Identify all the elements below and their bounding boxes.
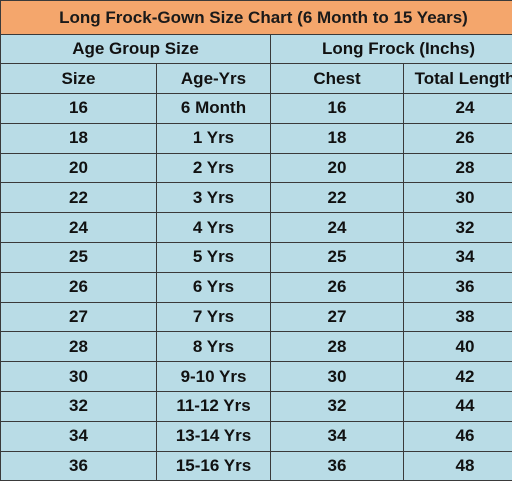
cell-length: 34 [403,241,512,273]
cell-length: 32 [403,212,512,243]
cell-length: 28 [403,152,512,184]
cell-length: 42 [403,361,512,392]
cell-age: 3 Yrs [156,182,271,214]
table-row: 25 5 Yrs 25 34 [0,241,512,273]
table-row: 27 7 Yrs 27 38 [0,301,512,333]
cell-age: 1 Yrs [156,122,271,154]
table-row: 26 6 Yrs 26 36 [0,271,512,303]
cell-age: 9-10 Yrs [156,361,271,392]
cell-age: 6 Month [156,93,271,124]
table-row: 16 6 Month 16 24 [0,93,512,124]
table-row: 32 11-12 Yrs 32 44 [0,390,512,422]
cell-length: 46 [403,420,512,452]
table-row: 24 4 Yrs 24 32 [0,212,512,243]
cell-length: 24 [403,93,512,124]
column-header-age: Age-Yrs [156,63,271,94]
cell-size: 36 [0,450,157,482]
cell-length: 30 [403,182,512,214]
cell-size: 32 [0,390,157,422]
cell-age: 5 Yrs [156,241,271,273]
cell-age: 15-16 Yrs [156,450,271,482]
group-header-row: Age Group Size Long Frock (Inchs) [0,34,512,64]
table-row: 20 2 Yrs 20 28 [0,152,512,184]
cell-size: 24 [0,212,157,243]
cell-chest: 28 [270,331,404,363]
cell-size: 22 [0,182,157,214]
cell-chest: 27 [270,301,404,333]
cell-chest: 34 [270,420,404,452]
cell-length: 38 [403,301,512,333]
group-header-frock: Long Frock (Inchs) [270,34,512,64]
table-row: 30 9-10 Yrs 30 42 [0,361,512,392]
cell-age: 4 Yrs [156,212,271,243]
cell-chest: 20 [270,152,404,184]
cell-length: 26 [403,122,512,154]
table-row: 36 15-16 Yrs 36 48 [0,450,512,482]
table-row: 18 1 Yrs 18 26 [0,122,512,154]
cell-size: 30 [0,361,157,392]
cell-age: 7 Yrs [156,301,271,333]
cell-chest: 24 [270,212,404,243]
cell-size: 20 [0,152,157,184]
cell-chest: 18 [270,122,404,154]
cell-age: 11-12 Yrs [156,390,271,422]
column-header-length: Total Length [403,63,512,94]
cell-size: 34 [0,420,157,452]
title-row: Long Frock-Gown Size Chart (6 Month to 1… [0,0,512,35]
cell-size: 26 [0,271,157,303]
cell-size: 25 [0,241,157,273]
table-row: 34 13-14 Yrs 34 46 [0,420,512,452]
cell-chest: 32 [270,390,404,422]
cell-length: 44 [403,390,512,422]
cell-age: 6 Yrs [156,271,271,303]
cell-size: 16 [0,93,157,124]
column-header-size: Size [0,63,157,94]
cell-age: 8 Yrs [156,331,271,363]
cell-chest: 25 [270,241,404,273]
column-header-row: Size Age-Yrs Chest Total Length [0,63,512,94]
group-header-age: Age Group Size [0,34,271,64]
cell-age: 2 Yrs [156,152,271,184]
cell-length: 36 [403,271,512,303]
cell-chest: 26 [270,271,404,303]
chart-title: Long Frock-Gown Size Chart (6 Month to 1… [0,0,512,35]
cell-age: 13-14 Yrs [156,420,271,452]
cell-size: 27 [0,301,157,333]
table-row: 22 3 Yrs 22 30 [0,182,512,214]
cell-chest: 22 [270,182,404,214]
cell-chest: 30 [270,361,404,392]
cell-length: 40 [403,331,512,363]
cell-chest: 16 [270,93,404,124]
cell-length: 48 [403,450,512,482]
cell-size: 18 [0,122,157,154]
cell-size: 28 [0,331,157,363]
column-header-chest: Chest [270,63,404,94]
table-row: 28 8 Yrs 28 40 [0,331,512,363]
cell-chest: 36 [270,450,404,482]
